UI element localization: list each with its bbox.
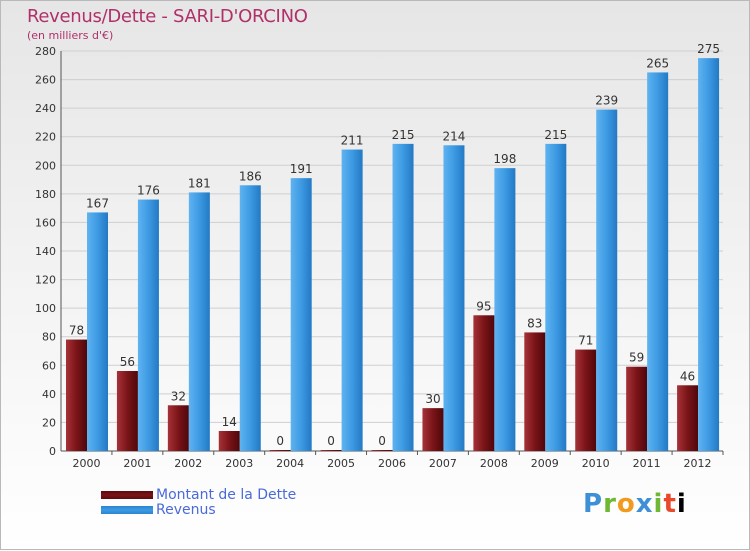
y-tick-label: 120 <box>35 274 56 287</box>
legend-swatch-revenue <box>101 506 153 514</box>
data-label-revenue: 186 <box>239 169 262 183</box>
y-tick-label: 220 <box>35 131 56 144</box>
data-label-revenue: 239 <box>595 94 618 108</box>
legend-label-debt: Montant de la Dette <box>156 487 297 503</box>
y-tick-label: 260 <box>35 74 56 87</box>
data-label-debt: 0 <box>327 434 335 448</box>
bar-debt <box>626 366 648 451</box>
x-tick-label: 2000 <box>72 457 100 470</box>
x-tick-label: 2002 <box>174 457 202 470</box>
bar-revenue <box>596 109 618 452</box>
x-tick-label: 2001 <box>123 457 151 470</box>
x-tick-label: 2012 <box>684 457 712 470</box>
y-tick-label: 280 <box>35 45 56 58</box>
y-tick-label: 240 <box>35 102 56 115</box>
data-label-revenue: 176 <box>137 184 160 198</box>
x-tick-label: 2007 <box>429 457 457 470</box>
proxiti-logo: Proxiti <box>583 489 687 519</box>
data-label-revenue: 215 <box>544 128 567 142</box>
y-tick-label: 140 <box>35 245 56 258</box>
bar-revenue <box>443 145 465 452</box>
bar-debt <box>524 332 546 451</box>
x-tick-label: 2010 <box>582 457 610 470</box>
y-tick-label: 100 <box>35 302 56 315</box>
y-tick-label: 80 <box>42 331 56 344</box>
y-tick-label: 0 <box>49 445 56 458</box>
bar-debt <box>677 385 699 451</box>
data-label-revenue: 167 <box>86 196 109 210</box>
bar-debt <box>371 450 393 451</box>
bar-debt <box>116 371 138 451</box>
bar-revenue <box>494 168 516 451</box>
x-tick-label: 2003 <box>225 457 253 470</box>
bar-debt <box>422 408 444 451</box>
data-label-revenue: 191 <box>290 162 313 176</box>
data-label-revenue: 275 <box>697 42 720 56</box>
bar-revenue <box>239 185 261 452</box>
bar-revenue <box>647 72 669 451</box>
bar-debt <box>167 405 189 451</box>
data-label-debt: 14 <box>222 415 237 429</box>
data-label-debt: 0 <box>378 434 386 448</box>
data-label-debt: 30 <box>425 392 440 406</box>
bar-revenue <box>341 149 363 452</box>
bar-revenue <box>188 192 210 451</box>
bar-revenue <box>87 212 108 451</box>
chart-title: Revenus/Dette - SARI-D'ORCINO <box>27 6 308 27</box>
chart-subtitle: (en milliers d'€) <box>27 29 114 42</box>
bar-debt <box>66 339 87 451</box>
bar-debt <box>269 450 291 451</box>
data-label-revenue: 198 <box>493 152 516 166</box>
data-label-debt: 95 <box>476 299 491 313</box>
legend-label-revenue: Revenus <box>156 502 216 518</box>
data-label-debt: 78 <box>69 324 84 338</box>
bar-revenue <box>392 143 414 451</box>
y-tick-label: 180 <box>35 188 56 201</box>
data-label-debt: 83 <box>527 316 542 330</box>
data-label-debt: 0 <box>276 434 284 448</box>
y-tick-label: 40 <box>42 388 56 401</box>
bar-revenue <box>545 143 567 451</box>
legend-swatch-debt <box>101 491 153 499</box>
x-tick-label: 2008 <box>480 457 508 470</box>
data-label-debt: 32 <box>171 389 186 403</box>
y-tick-label: 20 <box>42 416 56 429</box>
x-tick-label: 2006 <box>378 457 406 470</box>
bar-revenue <box>137 199 159 451</box>
data-label-revenue: 265 <box>646 56 669 70</box>
data-label-debt: 71 <box>578 334 593 348</box>
data-label-revenue: 215 <box>392 128 415 142</box>
y-tick-label: 160 <box>35 216 56 229</box>
data-label-revenue: 211 <box>341 134 364 148</box>
bar-debt <box>575 349 597 451</box>
bar-revenue <box>290 178 312 451</box>
bar-debt <box>218 431 240 451</box>
x-tick-label: 2004 <box>276 457 304 470</box>
x-tick-label: 2005 <box>327 457 355 470</box>
data-label-revenue: 214 <box>443 129 466 143</box>
bar-debt <box>473 315 495 451</box>
bar-revenue <box>698 58 720 452</box>
data-label-debt: 59 <box>629 351 644 365</box>
x-tick-label: 2011 <box>633 457 661 470</box>
data-label-revenue: 181 <box>188 176 211 190</box>
bar-debt <box>320 450 342 451</box>
y-tick-label: 200 <box>35 159 56 172</box>
data-label-debt: 46 <box>680 369 695 383</box>
y-tick-label: 60 <box>42 359 56 372</box>
x-tick-label: 2009 <box>531 457 559 470</box>
data-label-debt: 56 <box>120 355 135 369</box>
